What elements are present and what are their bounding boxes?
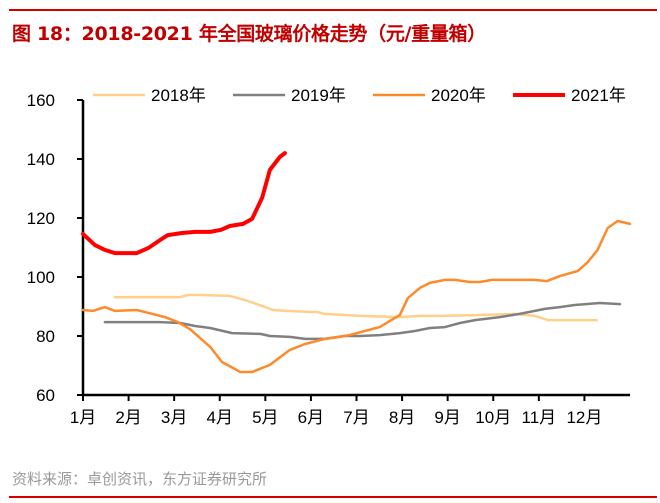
source-note: 资料来源：卓创资讯，东方证券研究所 bbox=[12, 470, 268, 488]
figure-title: 图 18：2018-2021 年全国玻璃价格走势（元/重量箱） bbox=[12, 23, 486, 45]
x-tick-label: 8月 bbox=[389, 408, 415, 427]
x-tick-label: 12月 bbox=[566, 408, 602, 427]
bottom-rule bbox=[9, 496, 657, 498]
legend-label: 2018年 bbox=[151, 86, 206, 105]
x-tick-label: 4月 bbox=[207, 408, 233, 427]
series-line-2020年 bbox=[81, 219, 632, 374]
top-rule bbox=[9, 9, 657, 11]
y-tick-label: 80 bbox=[36, 327, 55, 346]
y-tick-label: 100 bbox=[27, 268, 55, 287]
legend-label: 2019年 bbox=[291, 86, 346, 105]
y-tick-label: 140 bbox=[27, 150, 55, 169]
y-tick-label: 160 bbox=[27, 91, 55, 110]
x-tick-label: 10月 bbox=[475, 408, 511, 427]
x-tick-label: 11月 bbox=[522, 408, 557, 427]
y-tick-label: 60 bbox=[36, 386, 55, 405]
y-tick-label: 120 bbox=[27, 209, 55, 228]
x-tick-label: 7月 bbox=[343, 408, 369, 427]
legend-label: 2021年 bbox=[571, 86, 626, 105]
x-tick-label: 3月 bbox=[161, 408, 187, 427]
x-tick-label: 5月 bbox=[252, 408, 278, 427]
series-line-2019年 bbox=[103, 301, 622, 341]
series-line-2018年 bbox=[113, 293, 598, 322]
series-line-2021年 bbox=[81, 151, 287, 256]
x-tick-label: 1月 bbox=[70, 408, 96, 427]
x-tick-label: 9月 bbox=[434, 408, 460, 427]
x-tick-label: 6月 bbox=[298, 408, 324, 427]
legend-label: 2020年 bbox=[431, 86, 486, 105]
x-tick-label: 2月 bbox=[115, 408, 141, 427]
